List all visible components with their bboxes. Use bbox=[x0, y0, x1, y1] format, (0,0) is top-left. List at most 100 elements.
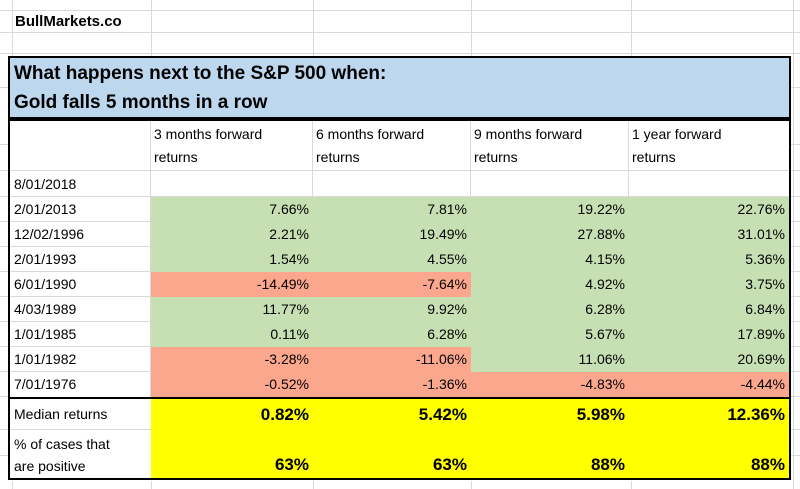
gridline bbox=[313, 481, 314, 489]
gridline bbox=[791, 221, 800, 222]
value-cell[interactable]: -4.83% bbox=[471, 372, 629, 397]
date-cell[interactable]: 1/01/1985 bbox=[10, 322, 151, 347]
date-cell[interactable]: 2/01/2013 bbox=[10, 197, 151, 222]
table-row: 6/01/1990 -14.49% -7.64% 4.92% 3.75% bbox=[10, 272, 789, 297]
date-cell[interactable]: 6/01/1990 bbox=[10, 272, 151, 297]
value-cell[interactable] bbox=[471, 171, 629, 197]
value-cell[interactable]: 7.66% bbox=[151, 197, 313, 222]
value-cell[interactable]: 0.11% bbox=[151, 322, 313, 347]
pct-positive-value-cell[interactable]: 63% bbox=[151, 430, 313, 478]
median-label-cell[interactable]: Median returns bbox=[10, 399, 151, 430]
table-row: 1/01/1982 -3.28% -11.06% 11.06% 20.69% bbox=[10, 347, 789, 372]
value-cell[interactable]: 7.81% bbox=[313, 197, 471, 222]
gridline bbox=[0, 196, 8, 197]
gridline bbox=[791, 246, 800, 247]
value-cell[interactable]: 1.54% bbox=[151, 247, 313, 272]
gridline bbox=[0, 371, 8, 372]
value-cell[interactable]: 3.75% bbox=[629, 272, 789, 297]
value-cell[interactable]: -1.36% bbox=[313, 372, 471, 397]
table-row: 2/01/2013 7.66% 7.81% 19.22% 22.76% bbox=[10, 197, 789, 222]
median-value-cell[interactable]: 12.36% bbox=[629, 399, 789, 430]
gridline bbox=[151, 0, 152, 56]
gridline bbox=[791, 321, 800, 322]
pct-positive-value-cell[interactable]: 63% bbox=[313, 430, 471, 478]
table-row: 12/02/1996 2.21% 19.49% 27.88% 31.01% bbox=[10, 222, 789, 247]
column-header-text: 6 months forward bbox=[316, 126, 425, 142]
date-cell[interactable]: 2/01/1993 bbox=[10, 247, 151, 272]
gridline bbox=[0, 53, 800, 54]
column-header-text: returns bbox=[632, 149, 676, 165]
column-header-cell[interactable]: 6 months forward returns bbox=[313, 121, 471, 171]
value-cell[interactable]: 6.84% bbox=[629, 297, 789, 322]
corner-cell[interactable] bbox=[10, 121, 151, 171]
header-row: 3 months forward returns 6 months forwar… bbox=[10, 121, 789, 171]
gridline bbox=[0, 271, 8, 272]
value-cell[interactable]: -7.64% bbox=[313, 272, 471, 297]
value-cell[interactable]: 4.15% bbox=[471, 247, 629, 272]
gridline bbox=[471, 481, 472, 489]
value-cell[interactable]: 2.21% bbox=[151, 222, 313, 247]
value-cell[interactable]: 9.92% bbox=[313, 297, 471, 322]
value-cell[interactable]: -4.44% bbox=[629, 372, 789, 397]
gridline bbox=[0, 144, 8, 145]
pct-positive-value-cell[interactable]: 88% bbox=[471, 430, 629, 478]
date-cell[interactable]: 1/01/1982 bbox=[10, 347, 151, 372]
gridline bbox=[791, 144, 800, 145]
value-cell[interactable]: 19.49% bbox=[313, 222, 471, 247]
value-cell[interactable]: 4.55% bbox=[313, 247, 471, 272]
gridline bbox=[0, 246, 8, 247]
median-value-cell[interactable]: 5.98% bbox=[471, 399, 629, 430]
date-cell[interactable]: 12/02/1996 bbox=[10, 222, 151, 247]
value-cell[interactable]: 6.28% bbox=[313, 322, 471, 347]
gridline bbox=[791, 346, 800, 347]
gridline bbox=[791, 271, 800, 272]
median-row: Median returns 0.82% 5.42% 5.98% 12.36% bbox=[10, 397, 789, 430]
value-cell[interactable]: 22.76% bbox=[629, 197, 789, 222]
gridline bbox=[0, 321, 8, 322]
value-cell[interactable]: 11.77% bbox=[151, 297, 313, 322]
median-value-cell[interactable]: 5.42% bbox=[313, 399, 471, 430]
median-value-cell[interactable]: 0.82% bbox=[151, 399, 313, 430]
value-cell[interactable] bbox=[151, 171, 313, 197]
date-cell[interactable]: 8/01/2018 bbox=[10, 171, 151, 197]
table-row: 1/01/1985 0.11% 6.28% 5.67% 17.89% bbox=[10, 322, 789, 347]
pct-positive-row: % of cases that are positive 63% 63% 88%… bbox=[10, 430, 789, 478]
column-header-cell[interactable]: 1 year forward returns bbox=[629, 121, 789, 171]
value-cell[interactable]: 5.36% bbox=[629, 247, 789, 272]
value-cell[interactable]: 20.69% bbox=[629, 347, 789, 372]
date-cell[interactable]: 7/01/1976 bbox=[10, 372, 151, 397]
gridline bbox=[0, 346, 8, 347]
pct-positive-label-cell[interactable]: % of cases that are positive bbox=[10, 430, 151, 478]
value-cell[interactable]: -3.28% bbox=[151, 347, 313, 372]
value-cell[interactable] bbox=[313, 171, 471, 197]
title-block[interactable]: What happens next to the S&P 500 when: G… bbox=[8, 56, 791, 119]
brand-cell[interactable]: BullMarkets.co bbox=[15, 13, 122, 30]
title-line-1: What happens next to the S&P 500 when: bbox=[14, 63, 387, 84]
value-cell[interactable]: 17.89% bbox=[629, 322, 789, 347]
value-cell[interactable]: 19.22% bbox=[471, 197, 629, 222]
column-header-text: 9 months forward bbox=[474, 126, 583, 142]
value-cell[interactable]: -11.06% bbox=[313, 347, 471, 372]
gridline bbox=[793, 0, 794, 489]
value-cell[interactable]: 4.92% bbox=[471, 272, 629, 297]
column-header-cell[interactable]: 9 months forward returns bbox=[471, 121, 629, 171]
gridline bbox=[791, 87, 800, 88]
value-cell[interactable]: -14.49% bbox=[151, 272, 313, 297]
gridline bbox=[151, 481, 152, 489]
value-cell[interactable]: 6.28% bbox=[471, 297, 629, 322]
value-cell[interactable]: 5.67% bbox=[471, 322, 629, 347]
gridline bbox=[12, 0, 13, 56]
value-cell[interactable]: 27.88% bbox=[471, 222, 629, 247]
gridline bbox=[791, 170, 800, 171]
data-rows: 8/01/2018 2/01/2013 7.66% 7.81% 19.22% 22.76%… bbox=[10, 171, 789, 397]
value-cell[interactable]: -0.52% bbox=[151, 372, 313, 397]
column-header-text: returns bbox=[474, 149, 518, 165]
value-cell[interactable]: 31.01% bbox=[629, 222, 789, 247]
gridline bbox=[313, 0, 314, 56]
value-cell[interactable] bbox=[629, 171, 789, 197]
pct-positive-value-cell[interactable]: 88% bbox=[629, 430, 789, 478]
date-cell[interactable]: 4/03/1989 bbox=[10, 297, 151, 322]
column-header-text: 3 months forward bbox=[154, 126, 263, 142]
value-cell[interactable]: 11.06% bbox=[471, 347, 629, 372]
column-header-cell[interactable]: 3 months forward returns bbox=[151, 121, 313, 171]
